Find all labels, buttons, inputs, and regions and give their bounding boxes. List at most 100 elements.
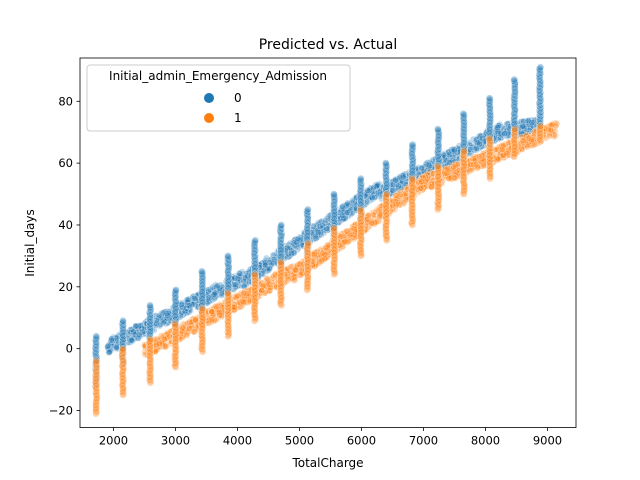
scatter-point: [251, 270, 259, 279]
scatter-point: [139, 328, 146, 336]
y-tick-label: 40: [58, 218, 73, 232]
scatter-point: [224, 252, 232, 260]
scatter-point: [356, 205, 365, 214]
scatter-point: [127, 337, 135, 345]
scatter-point: [208, 308, 216, 316]
scatter-point: [389, 201, 397, 209]
scatter-point: [138, 324, 146, 332]
scatter-point: [178, 300, 185, 308]
scatter-point: [371, 193, 379, 201]
point-stack-1-6: [250, 270, 260, 325]
scatter-point: [132, 322, 140, 330]
scatter-point: [339, 203, 347, 210]
scatter-point: [128, 335, 135, 343]
point-stack-1-4: [197, 304, 207, 356]
scatter-point: [267, 284, 275, 292]
point-stack-1-5: [224, 289, 233, 340]
scatter-point: [330, 190, 338, 198]
y-tick-label: 0: [66, 342, 73, 356]
point-stack-1-10: [356, 205, 366, 260]
point-stack-0-17: [535, 63, 545, 130]
scatter-point: [211, 293, 219, 301]
scatter-point: [310, 250, 318, 258]
legend-label-1: 1: [234, 111, 242, 125]
scatter-point: [231, 274, 239, 282]
point-stack-1-12: [408, 174, 417, 229]
scatter-point: [408, 140, 417, 149]
y-tick-label: −20: [49, 403, 73, 417]
point-stack-1-0: [91, 357, 101, 418]
scatter-point: [191, 316, 199, 324]
scatter-point: [153, 317, 160, 324]
scatter-point: [503, 150, 511, 157]
scatter-point: [119, 317, 127, 325]
scatter-point: [288, 250, 295, 257]
scatter-point: [156, 322, 164, 330]
scatter-point: [210, 291, 218, 298]
scatter-point: [291, 236, 298, 244]
scatter-point: [207, 285, 214, 293]
scatter-point: [501, 130, 509, 137]
scatter-point: [107, 336, 115, 344]
scatter-point: [314, 228, 322, 236]
scatter-point: [290, 277, 298, 284]
scatter-point: [343, 227, 351, 235]
point-stack-1-11: [382, 190, 391, 245]
scatter-point: [408, 174, 416, 183]
scatter-point: [343, 208, 351, 216]
scatter-point: [357, 174, 365, 183]
scatter-point: [434, 125, 442, 133]
scatter-point: [285, 253, 292, 261]
scatter-point: [418, 164, 425, 172]
scatter-point: [92, 357, 100, 365]
scatter-point: [128, 326, 136, 333]
x-tick-label: 2000: [99, 434, 128, 448]
scatter-point: [163, 310, 171, 317]
point-stack-1-17: [535, 122, 545, 146]
scatter-point: [402, 189, 410, 197]
scatter-point: [318, 257, 325, 265]
scatter-point: [337, 233, 345, 240]
scatter-point: [208, 316, 216, 324]
scatter-point: [127, 336, 135, 344]
scatter-point: [369, 184, 377, 192]
scatter-point: [553, 120, 561, 128]
scatter-point: [450, 146, 458, 154]
x-tick-label: 3000: [161, 434, 190, 448]
scatter-point: [224, 289, 232, 297]
y-tick-label: 20: [58, 280, 73, 294]
scatter-point: [156, 312, 163, 319]
scatter-point: [179, 325, 187, 332]
legend-label-0: 0: [234, 91, 242, 105]
scatter-point: [494, 128, 502, 135]
x-tick-label: 4000: [223, 434, 252, 448]
scatter-point: [322, 216, 330, 224]
scatter-point: [184, 298, 192, 306]
scatter-point: [383, 190, 391, 198]
scatter-point: [511, 125, 519, 133]
scatter-point: [510, 75, 518, 84]
scatter-point: [113, 344, 120, 351]
scatter-point: [136, 322, 144, 330]
y-tick-label: 60: [58, 156, 73, 170]
x-tick-label: 5000: [285, 434, 314, 448]
scatter-point: [146, 335, 155, 344]
scatter-point: [261, 289, 269, 297]
scatter-point: [211, 295, 218, 302]
x-axis-label: TotalCharge: [291, 456, 363, 470]
scatter-point: [364, 186, 371, 194]
scatter-point: [251, 236, 259, 245]
scatter-point: [171, 320, 179, 328]
scatter-point: [451, 174, 459, 182]
scatter-point: [134, 334, 142, 342]
scatter-point: [395, 182, 402, 190]
scatter-point: [159, 319, 167, 327]
x-tick-label: 8000: [471, 434, 500, 448]
legend-marker-0: [204, 93, 214, 103]
scatter-point: [240, 289, 248, 297]
scatter-point: [474, 139, 482, 147]
scatter-point: [444, 165, 451, 173]
scatter-point: [392, 192, 400, 199]
scatter-point: [181, 308, 189, 315]
